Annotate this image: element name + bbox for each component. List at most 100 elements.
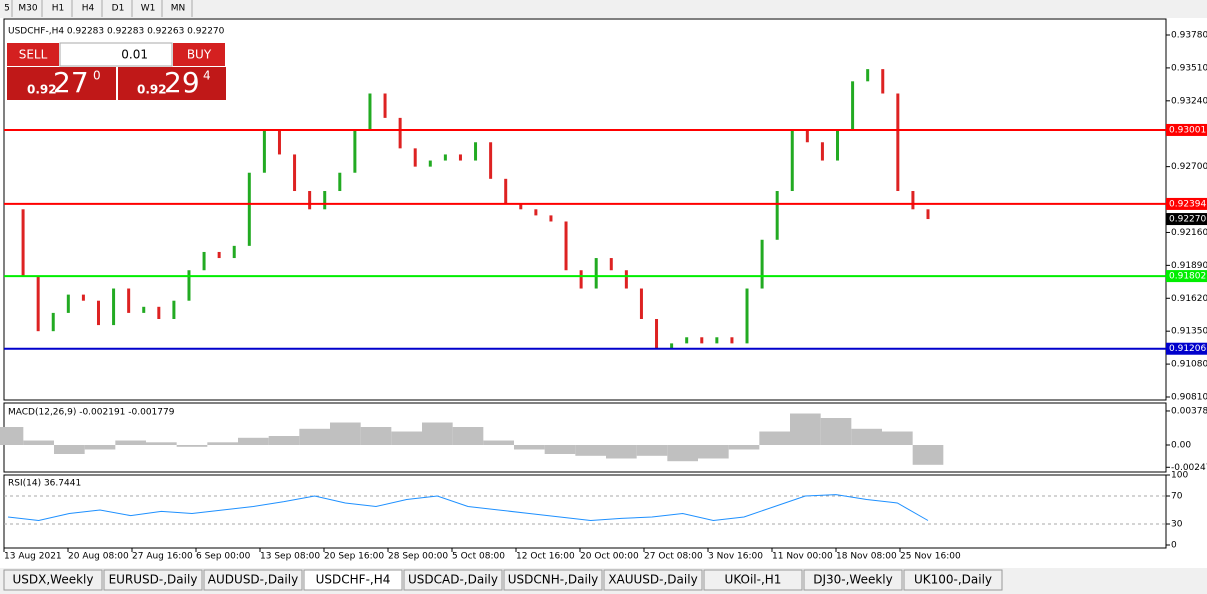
macd-bar	[452, 427, 484, 445]
candle	[474, 142, 478, 161]
macd-bar	[146, 442, 177, 445]
timeframe-button[interactable]: W1	[141, 4, 156, 14]
candle	[896, 93, 900, 192]
chart-header: USDCHF-,H4 0.92283 0.92283 0.92263 0.922…	[8, 27, 225, 37]
buy-price[interactable]	[118, 67, 226, 100]
timeframe-button[interactable]: D1	[112, 4, 125, 14]
current-price-tag	[1166, 213, 1207, 226]
lot-input[interactable]	[59, 42, 173, 67]
sell-prefix: 0.92	[27, 83, 57, 97]
tab[interactable]	[303, 569, 403, 591]
y-tick-label: 0.00	[1171, 441, 1191, 451]
y-tick-label: 0	[1171, 541, 1177, 551]
macd-bar	[84, 445, 116, 450]
candle	[232, 245, 236, 259]
candle	[700, 337, 704, 344]
candle	[836, 130, 840, 161]
lot-value: 0.01	[121, 48, 148, 62]
candle	[790, 130, 794, 192]
tab[interactable]	[503, 569, 603, 591]
timeframe-button[interactable]: 5	[4, 4, 10, 14]
candle	[579, 270, 583, 289]
buy-prefix: 0.92	[137, 83, 167, 97]
timeframe-button[interactable]: H4	[82, 4, 95, 14]
timeframe-button[interactable]: MN	[171, 4, 186, 14]
candle	[262, 130, 266, 173]
candle	[338, 172, 342, 192]
y-tick-label: 100	[1171, 471, 1188, 481]
y-tick-label: 30	[1171, 520, 1183, 530]
candle	[594, 258, 598, 289]
tab[interactable]	[403, 569, 503, 591]
tab[interactable]	[603, 569, 703, 591]
candle	[112, 288, 116, 326]
candle	[458, 154, 462, 161]
candle	[36, 276, 40, 332]
candle	[609, 258, 613, 271]
macd-bar	[820, 418, 852, 445]
sell-label: SELL	[19, 48, 48, 62]
tab-label: AUDUSD-,Daily	[208, 573, 298, 587]
macd-bar	[23, 440, 54, 445]
tab-label: EURUSD-,Daily	[109, 573, 198, 587]
y-tick-label: 0.003781	[1171, 406, 1207, 416]
tab[interactable]	[703, 569, 803, 591]
candle	[851, 81, 855, 131]
macd-bar	[176, 445, 208, 447]
tab[interactable]	[3, 569, 103, 591]
candle	[443, 154, 447, 161]
y-tick-label: 0.92160	[1171, 228, 1207, 238]
macd-bar	[207, 442, 238, 445]
candle	[564, 221, 568, 271]
x-tick-label: 11 Nov 00:00	[772, 552, 833, 562]
tab-label: USDX,Weekly	[13, 573, 94, 587]
macd-window	[3, 402, 1167, 473]
y-tick-label: 0.91080	[1171, 360, 1207, 370]
x-tick-label: 12 Oct 16:00	[516, 552, 575, 562]
y-tick-label: 0.93780	[1171, 31, 1207, 41]
timeframe-button[interactable]: M30	[18, 4, 37, 14]
candle	[760, 239, 764, 289]
candle	[730, 337, 734, 344]
tab[interactable]	[903, 569, 1003, 591]
macd-bar	[238, 437, 269, 445]
x-tick-label: 20 Oct 00:00	[580, 552, 639, 562]
candle	[157, 306, 161, 319]
sell-button[interactable]	[7, 43, 59, 66]
x-tick-label: 20 Sep 16:00	[324, 552, 384, 562]
macd-bar	[636, 445, 668, 456]
candle	[534, 209, 538, 216]
rsi-line	[7, 494, 929, 522]
candle	[670, 343, 674, 350]
candle	[489, 142, 493, 179]
tab[interactable]	[803, 569, 903, 591]
candle	[383, 93, 387, 118]
sell-price[interactable]	[7, 67, 116, 100]
y-tick-label: 0.93240	[1171, 96, 1207, 106]
tab-label: USDCHF-,H4	[316, 573, 391, 587]
candle	[187, 270, 191, 301]
candle	[549, 215, 553, 222]
timeframe-button[interactable]: H1	[52, 4, 65, 14]
candle	[51, 312, 55, 332]
rsi-window	[3, 474, 1167, 549]
candle	[866, 69, 870, 82]
tab-label: DJ30-,Weekly	[813, 573, 893, 587]
level-label: 0.93001	[1169, 125, 1206, 135]
x-tick-label: 27 Oct 08:00	[644, 552, 703, 562]
macd-header: MACD(12,26,9) -0.002191 -0.001779	[8, 408, 175, 418]
macd-bar	[667, 445, 698, 462]
macd-bar	[514, 445, 545, 450]
x-tick-label: 18 Nov 08:00	[836, 552, 897, 562]
candle	[624, 270, 628, 289]
buy-button[interactable]	[173, 43, 225, 66]
candle	[142, 306, 146, 313]
rsi-header: RSI(14) 36.7441	[8, 479, 81, 489]
candle	[353, 130, 357, 173]
macd-bar	[698, 445, 729, 459]
tab[interactable]	[203, 569, 303, 591]
macd-bar	[483, 440, 514, 445]
trade-panel: SELL 0.01 BUY 0.92 27 0 0.92 29 4	[7, 42, 226, 100]
tab[interactable]	[103, 569, 203, 591]
level-tag	[1166, 123, 1207, 136]
